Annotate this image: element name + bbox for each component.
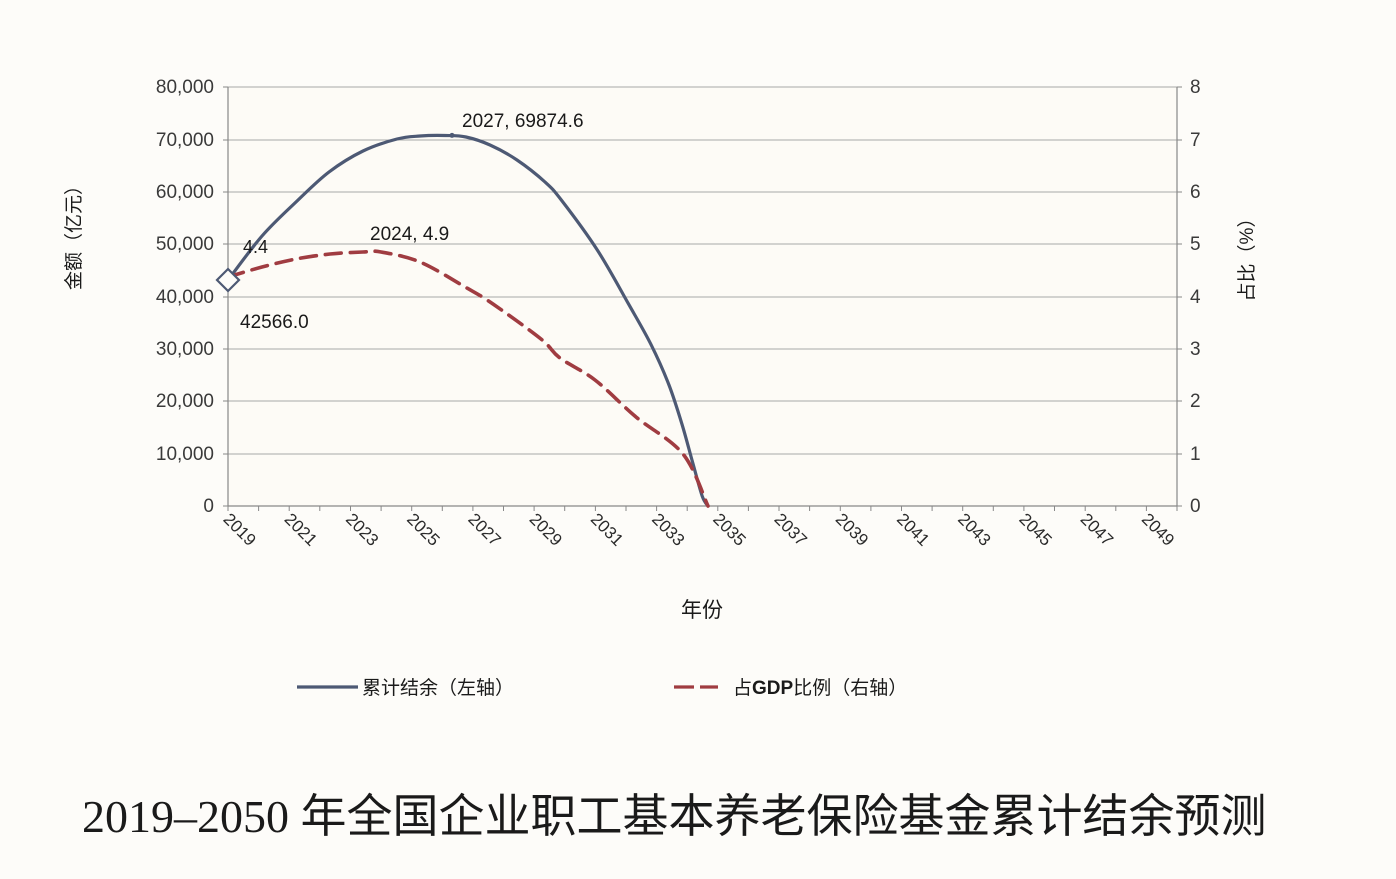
svg-text:0: 0 bbox=[1190, 496, 1201, 517]
svg-text:42566.0: 42566.0 bbox=[240, 312, 309, 333]
svg-text:2: 2 bbox=[1190, 391, 1201, 412]
svg-text:年份: 年份 bbox=[681, 599, 723, 622]
svg-text:4.4: 4.4 bbox=[243, 237, 268, 257]
svg-text:金额（亿元）: 金额（亿元） bbox=[63, 176, 85, 290]
svg-text:80,000: 80,000 bbox=[156, 77, 214, 98]
svg-text:8: 8 bbox=[1190, 77, 1201, 98]
svg-text:70,000: 70,000 bbox=[156, 130, 214, 151]
svg-text:占GDP比例（右轴）: 占GDP比例（右轴） bbox=[733, 677, 907, 699]
svg-text:0: 0 bbox=[203, 496, 214, 517]
svg-text:60,000: 60,000 bbox=[156, 182, 214, 203]
svg-text:20,000: 20,000 bbox=[156, 391, 214, 412]
svg-text:40,000: 40,000 bbox=[156, 287, 214, 308]
svg-text:2024, 4.9: 2024, 4.9 bbox=[370, 224, 449, 245]
svg-text:2019–2050 年全国企业职工基本养老保险基金累计结余预: 2019–2050 年全国企业职工基本养老保险基金累计结余预测 bbox=[82, 791, 1267, 842]
svg-text:占比（%）: 占比（%） bbox=[1236, 209, 1258, 302]
svg-text:6: 6 bbox=[1190, 182, 1201, 203]
svg-text:7: 7 bbox=[1190, 130, 1201, 151]
svg-text:5: 5 bbox=[1190, 234, 1201, 255]
svg-text:2027, 69874.6: 2027, 69874.6 bbox=[462, 111, 584, 132]
svg-text:50,000: 50,000 bbox=[156, 234, 214, 255]
svg-text:1: 1 bbox=[1190, 444, 1201, 465]
svg-text:3: 3 bbox=[1190, 339, 1201, 360]
svg-text:4: 4 bbox=[1190, 287, 1201, 308]
svg-text:累计结余（左轴）: 累计结余（左轴） bbox=[362, 677, 514, 699]
svg-text:10,000: 10,000 bbox=[156, 444, 214, 465]
svg-text:30,000: 30,000 bbox=[156, 339, 214, 360]
